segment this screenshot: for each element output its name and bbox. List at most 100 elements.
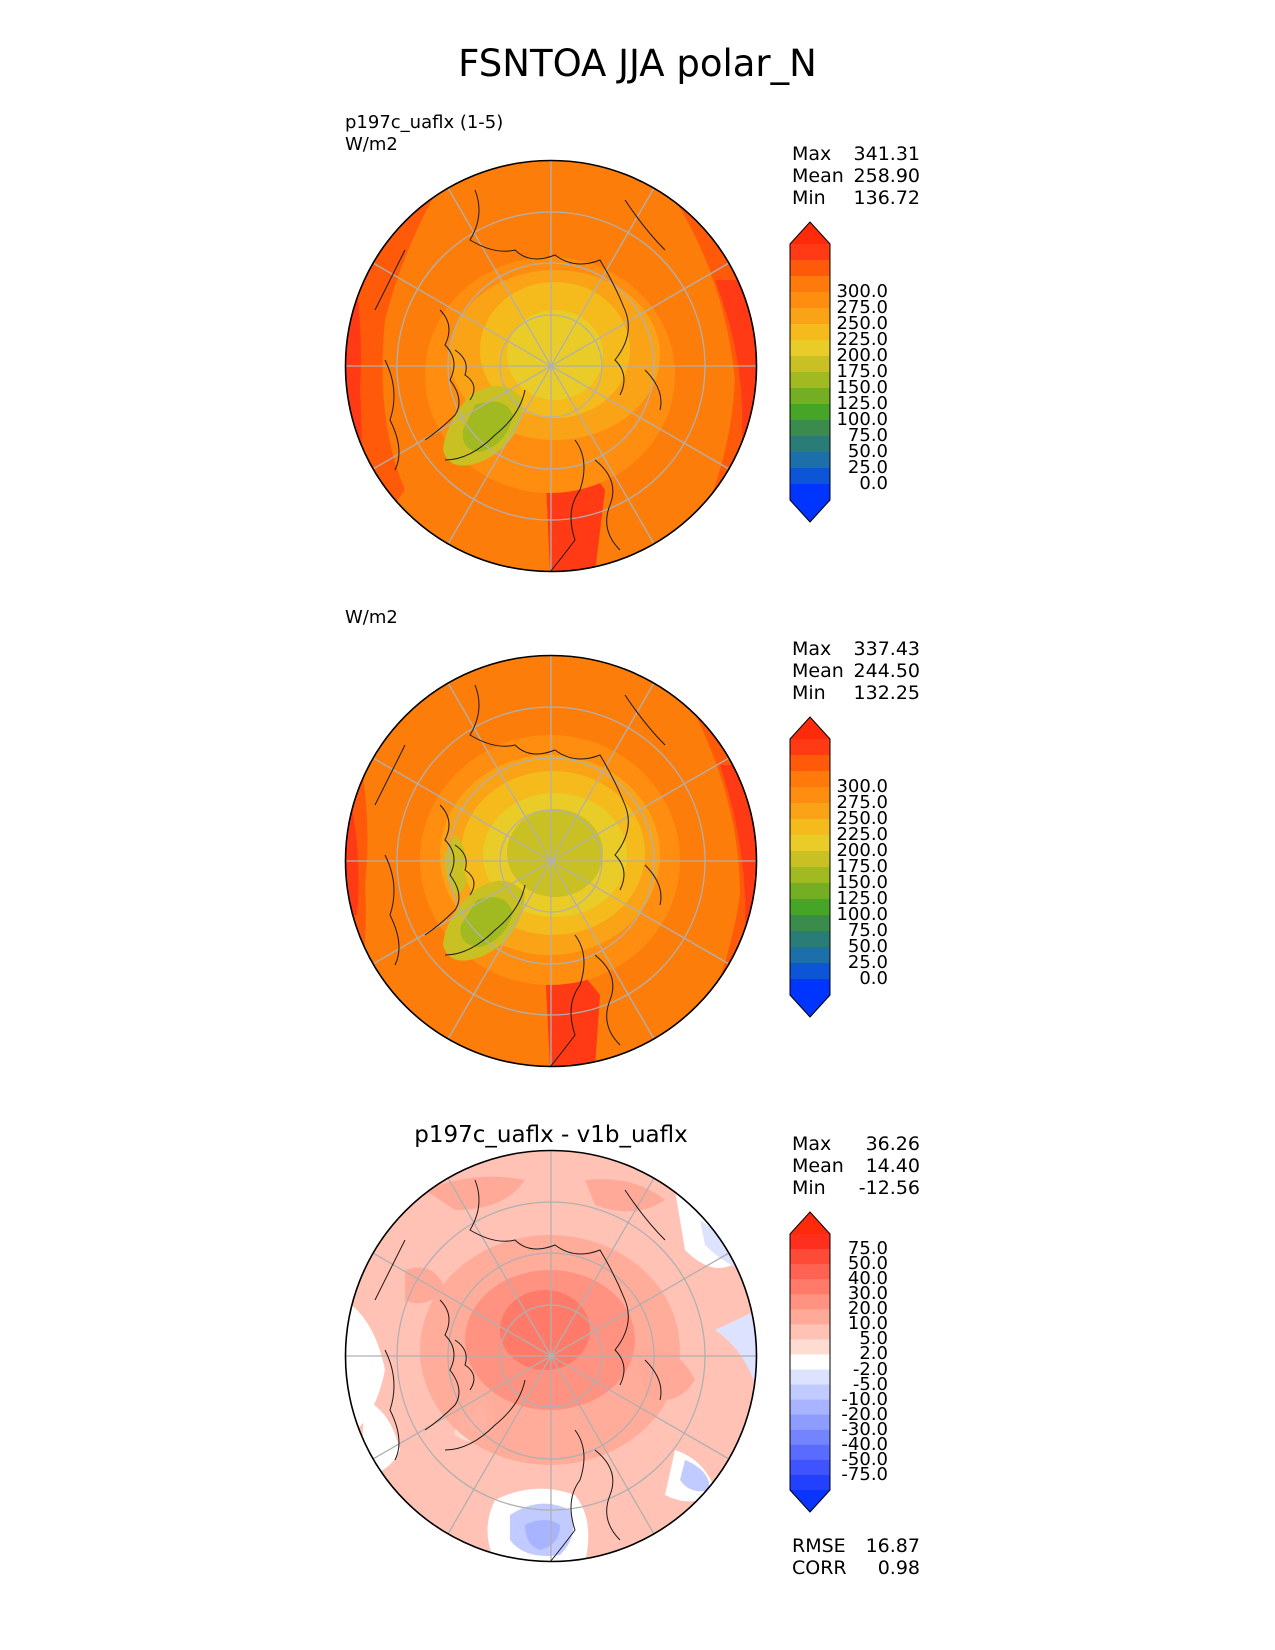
colorbar-tick-label: 125.0 (836, 393, 888, 414)
colorbar-tick-label: 200.0 (836, 840, 888, 861)
colorbar-tick-label: 200.0 (836, 345, 888, 366)
corr-value: 0.98 (877, 1557, 920, 1579)
colorbar-tick-label: 150.0 (836, 377, 888, 398)
colorbar-tick-label: 25.0 (847, 457, 888, 478)
colorbar-tick-label: -10.0 (841, 1388, 888, 1410)
stat-min-label: Min (792, 187, 826, 209)
stat-mean-label: Mean (792, 1155, 844, 1177)
colorbar-tick-label: 225.0 (836, 329, 888, 350)
colorbar-band (790, 867, 830, 884)
stat-mean-label: Mean (792, 660, 844, 682)
colorbar-tick-label: 75.0 (847, 1238, 888, 1260)
colorbar-band (790, 276, 830, 293)
colorbar-tick-label: -2.0 (852, 1358, 888, 1380)
colorbar-tick-label: -5.0 (852, 1373, 888, 1395)
colorbar (789, 716, 831, 1018)
colorbar-tick-label: 75.0 (847, 425, 888, 446)
stat-mean-value: 244.50 (853, 660, 920, 682)
colorbar-tick-label: -75.0 (841, 1463, 888, 1485)
stat-max-label: Max (792, 638, 832, 660)
colorbar-tick-label: 50.0 (847, 936, 888, 957)
stat-max-label: Max (792, 143, 832, 165)
panel-title: p197c_uaflx (1-5) W/m2 (345, 112, 503, 156)
colorbar-tick-label: 10.0 (847, 1313, 888, 1335)
polar-map (344, 654, 758, 1068)
colorbar-tick-label: 50.0 (847, 1253, 888, 1275)
colorbar-tick-label: 50.0 (847, 441, 888, 462)
colorbar-band (790, 436, 830, 453)
colorbar-band (790, 819, 830, 836)
colorbar-band (790, 1309, 830, 1325)
panel-title: W/m2 (345, 607, 398, 629)
stats-box: Max 36.26 Mean 14.40 Min -12.56 (792, 1133, 920, 1199)
colorbar-band (790, 340, 830, 357)
colorbar-tick-label: 40.0 (847, 1268, 888, 1290)
colorbar-tick-label: 0.0 (859, 473, 888, 494)
colorbar-band (790, 356, 830, 373)
colorbar-band (790, 1474, 830, 1491)
colorbar-band (790, 1414, 830, 1431)
colorbar-band (790, 835, 830, 852)
colorbar-tick-label: 225.0 (836, 824, 888, 845)
colorbar-band (790, 755, 830, 772)
stat-min-value: 136.72 (853, 187, 920, 209)
colorbar (789, 1211, 831, 1513)
colorbar-tick-label: 0.0 (859, 968, 888, 989)
colorbar-band (790, 420, 830, 437)
colorbar-tick-label: -20.0 (841, 1403, 888, 1425)
stats-box: Max 341.31 Mean 258.90 Min 136.72 (792, 143, 920, 209)
colorbar-band (790, 372, 830, 389)
stat-mean-value: 14.40 (865, 1155, 920, 1177)
figure-title: FSNTOA JJA polar_N (458, 42, 817, 85)
polar-map (344, 159, 758, 573)
rmse-label: RMSE (792, 1535, 846, 1557)
colorbar-band (790, 468, 830, 485)
colorbar-tick-label: 275.0 (836, 297, 888, 318)
colorbar-band (790, 803, 830, 820)
colorbar-band (790, 931, 830, 948)
colorbar-tick-label: 25.0 (847, 952, 888, 973)
colorbar-band (790, 787, 830, 804)
colorbar-extend-top (790, 1212, 830, 1234)
colorbar-band (790, 947, 830, 964)
rmse-value: 16.87 (865, 1535, 920, 1557)
stat-max-value: 341.31 (853, 143, 920, 165)
colorbar-tick-label: 100.0 (836, 904, 888, 925)
colorbar-band (790, 771, 830, 788)
colorbar-tick-label: 275.0 (836, 792, 888, 813)
colorbar-tick-label: 125.0 (836, 888, 888, 909)
colorbar-band (790, 1324, 830, 1340)
colorbar-tick-label: 150.0 (836, 872, 888, 893)
colorbar-extend-top (790, 717, 830, 739)
stat-max-value: 337.43 (853, 638, 920, 660)
colorbar-tick-label: 300.0 (836, 776, 888, 797)
colorbar-band (790, 388, 830, 405)
colorbar-tick-label: 300.0 (836, 281, 888, 302)
colorbar-tick-label: 20.0 (847, 1298, 888, 1320)
colorbar-tick-label: 250.0 (836, 313, 888, 334)
stat-min-label: Min (792, 1177, 826, 1199)
panel-units: W/m2 (345, 134, 398, 155)
colorbar-tick-label: 250.0 (836, 808, 888, 829)
colorbar-band (790, 308, 830, 325)
corr-label: CORR (792, 1557, 847, 1579)
colorbar-band (790, 1459, 830, 1476)
colorbar-tick-label: 175.0 (836, 856, 888, 877)
stat-mean-value: 258.90 (853, 165, 920, 187)
colorbar-tick-label: -50.0 (841, 1448, 888, 1470)
stat-min-value: 132.25 (853, 682, 920, 704)
colorbar-band (790, 1279, 830, 1295)
colorbar-band (790, 883, 830, 900)
colorbar-tick-label: 100.0 (836, 409, 888, 430)
stat-max-value: 36.26 (865, 1133, 920, 1155)
colorbar-band (790, 1264, 830, 1280)
colorbar-band (790, 1234, 830, 1250)
colorbar-band (790, 1429, 830, 1446)
colorbar-extend-bottom (790, 1490, 830, 1512)
colorbar-band (790, 292, 830, 309)
colorbar-band (790, 1354, 830, 1371)
colorbar-band (790, 260, 830, 277)
colorbar-tick-label: 2.0 (859, 1343, 888, 1365)
colorbar-tick-label: 5.0 (859, 1328, 888, 1350)
rmse-corr-box: RMSE 16.87 CORR 0.98 (792, 1535, 920, 1579)
